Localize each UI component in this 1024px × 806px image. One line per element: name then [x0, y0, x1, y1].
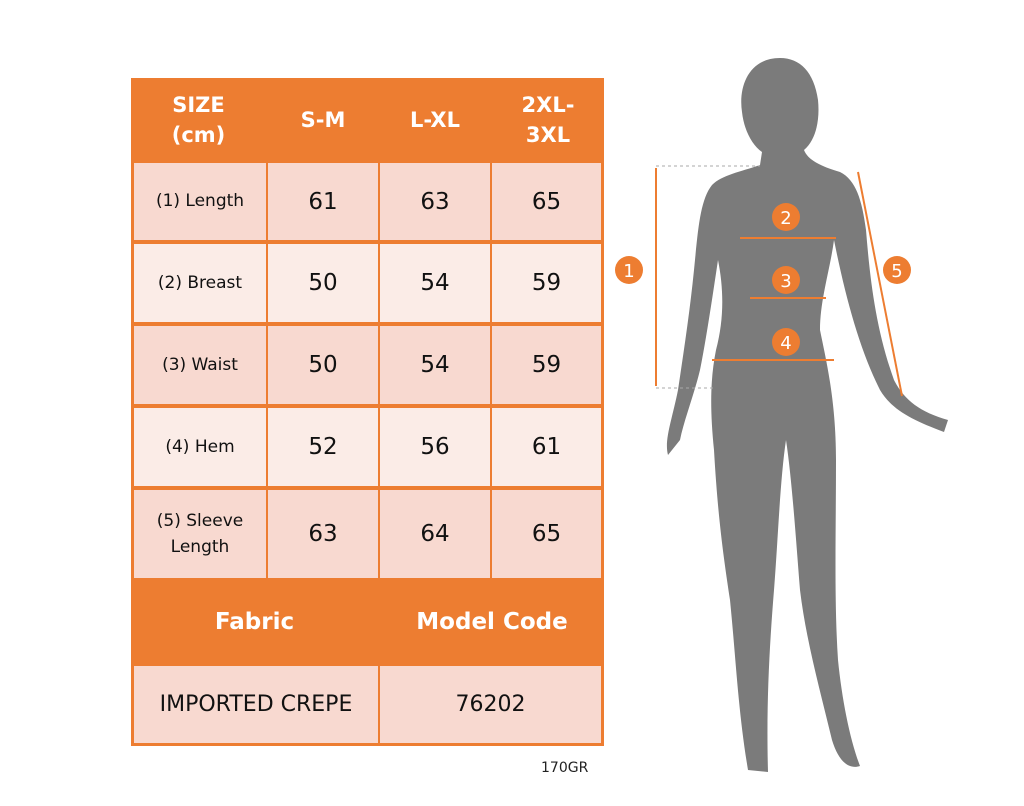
size-value: 61: [268, 163, 378, 240]
size-value: 50: [268, 244, 378, 322]
measurement-label: (3) Waist: [134, 326, 266, 404]
model-code-value: 76202: [380, 666, 601, 743]
marker-5-label: 5: [891, 261, 902, 282]
fabric-value-row: IMPORTED CREPE 76202: [131, 666, 604, 746]
fabric-header: Fabric: [214, 609, 295, 636]
measurement-label: (5) Sleeve Length: [134, 490, 266, 578]
measurement-label: (2) Breast: [134, 244, 266, 322]
size-value: 64: [380, 490, 490, 578]
marker-3: [772, 266, 800, 294]
header-row: SIZE (cm) S-M L-XL 2XL- 3XL: [131, 78, 604, 162]
fabric-weight: 170GR: [541, 760, 589, 776]
size-value: 52: [268, 408, 378, 486]
marker-3-label: 3: [780, 271, 791, 292]
size-value: 59: [492, 326, 601, 404]
measurement-label: (1) Length: [134, 163, 266, 240]
marker-2-label: 2: [780, 208, 791, 229]
size-value: 63: [268, 490, 378, 578]
size-value: 63: [380, 163, 490, 240]
size-value: 59: [492, 244, 601, 322]
marker-2: [772, 203, 800, 231]
table-row: (2) Breast 50 54 59: [131, 244, 604, 324]
size-value: 50: [268, 326, 378, 404]
marker-1-label: 1: [623, 261, 634, 282]
header-s-m: S-M: [300, 107, 346, 132]
size-value: 54: [380, 244, 490, 322]
marker-5: [883, 256, 911, 284]
measurement-label: (4) Hem: [134, 408, 266, 486]
table-row: (3) Waist 50 54 59: [131, 326, 604, 406]
markers: [615, 203, 911, 356]
header-2xl-3xl: 2XL- 3XL: [521, 92, 575, 147]
size-value: 65: [492, 163, 601, 240]
size-value: 56: [380, 408, 490, 486]
marker-4-label: 4: [780, 333, 791, 354]
size-value: 61: [492, 408, 601, 486]
measure-lines: [655, 168, 903, 397]
silhouette: [666, 58, 948, 772]
fabric-header-row: Fabric Model Code: [131, 582, 604, 664]
table-row: (1) Length 61 63 65: [131, 163, 604, 242]
table-row: (4) Hem 52 56 61: [131, 408, 604, 488]
guide-lines: [656, 165, 760, 389]
size-value: 54: [380, 326, 490, 404]
size-table: SIZE (cm) S-M L-XL 2XL- 3XL (1) Length 61…: [131, 78, 604, 746]
marker-4: [772, 328, 800, 356]
header-l-xl: L-XL: [410, 107, 460, 132]
header-size: SIZE (cm): [171, 92, 226, 147]
fabric-value: IMPORTED CREPE: [134, 666, 378, 743]
size-value: 65: [492, 490, 601, 578]
model-code-header: Model Code: [416, 609, 568, 636]
marker-1: [615, 256, 643, 284]
table-row: (5) Sleeve Length 63 64 65: [131, 490, 604, 580]
